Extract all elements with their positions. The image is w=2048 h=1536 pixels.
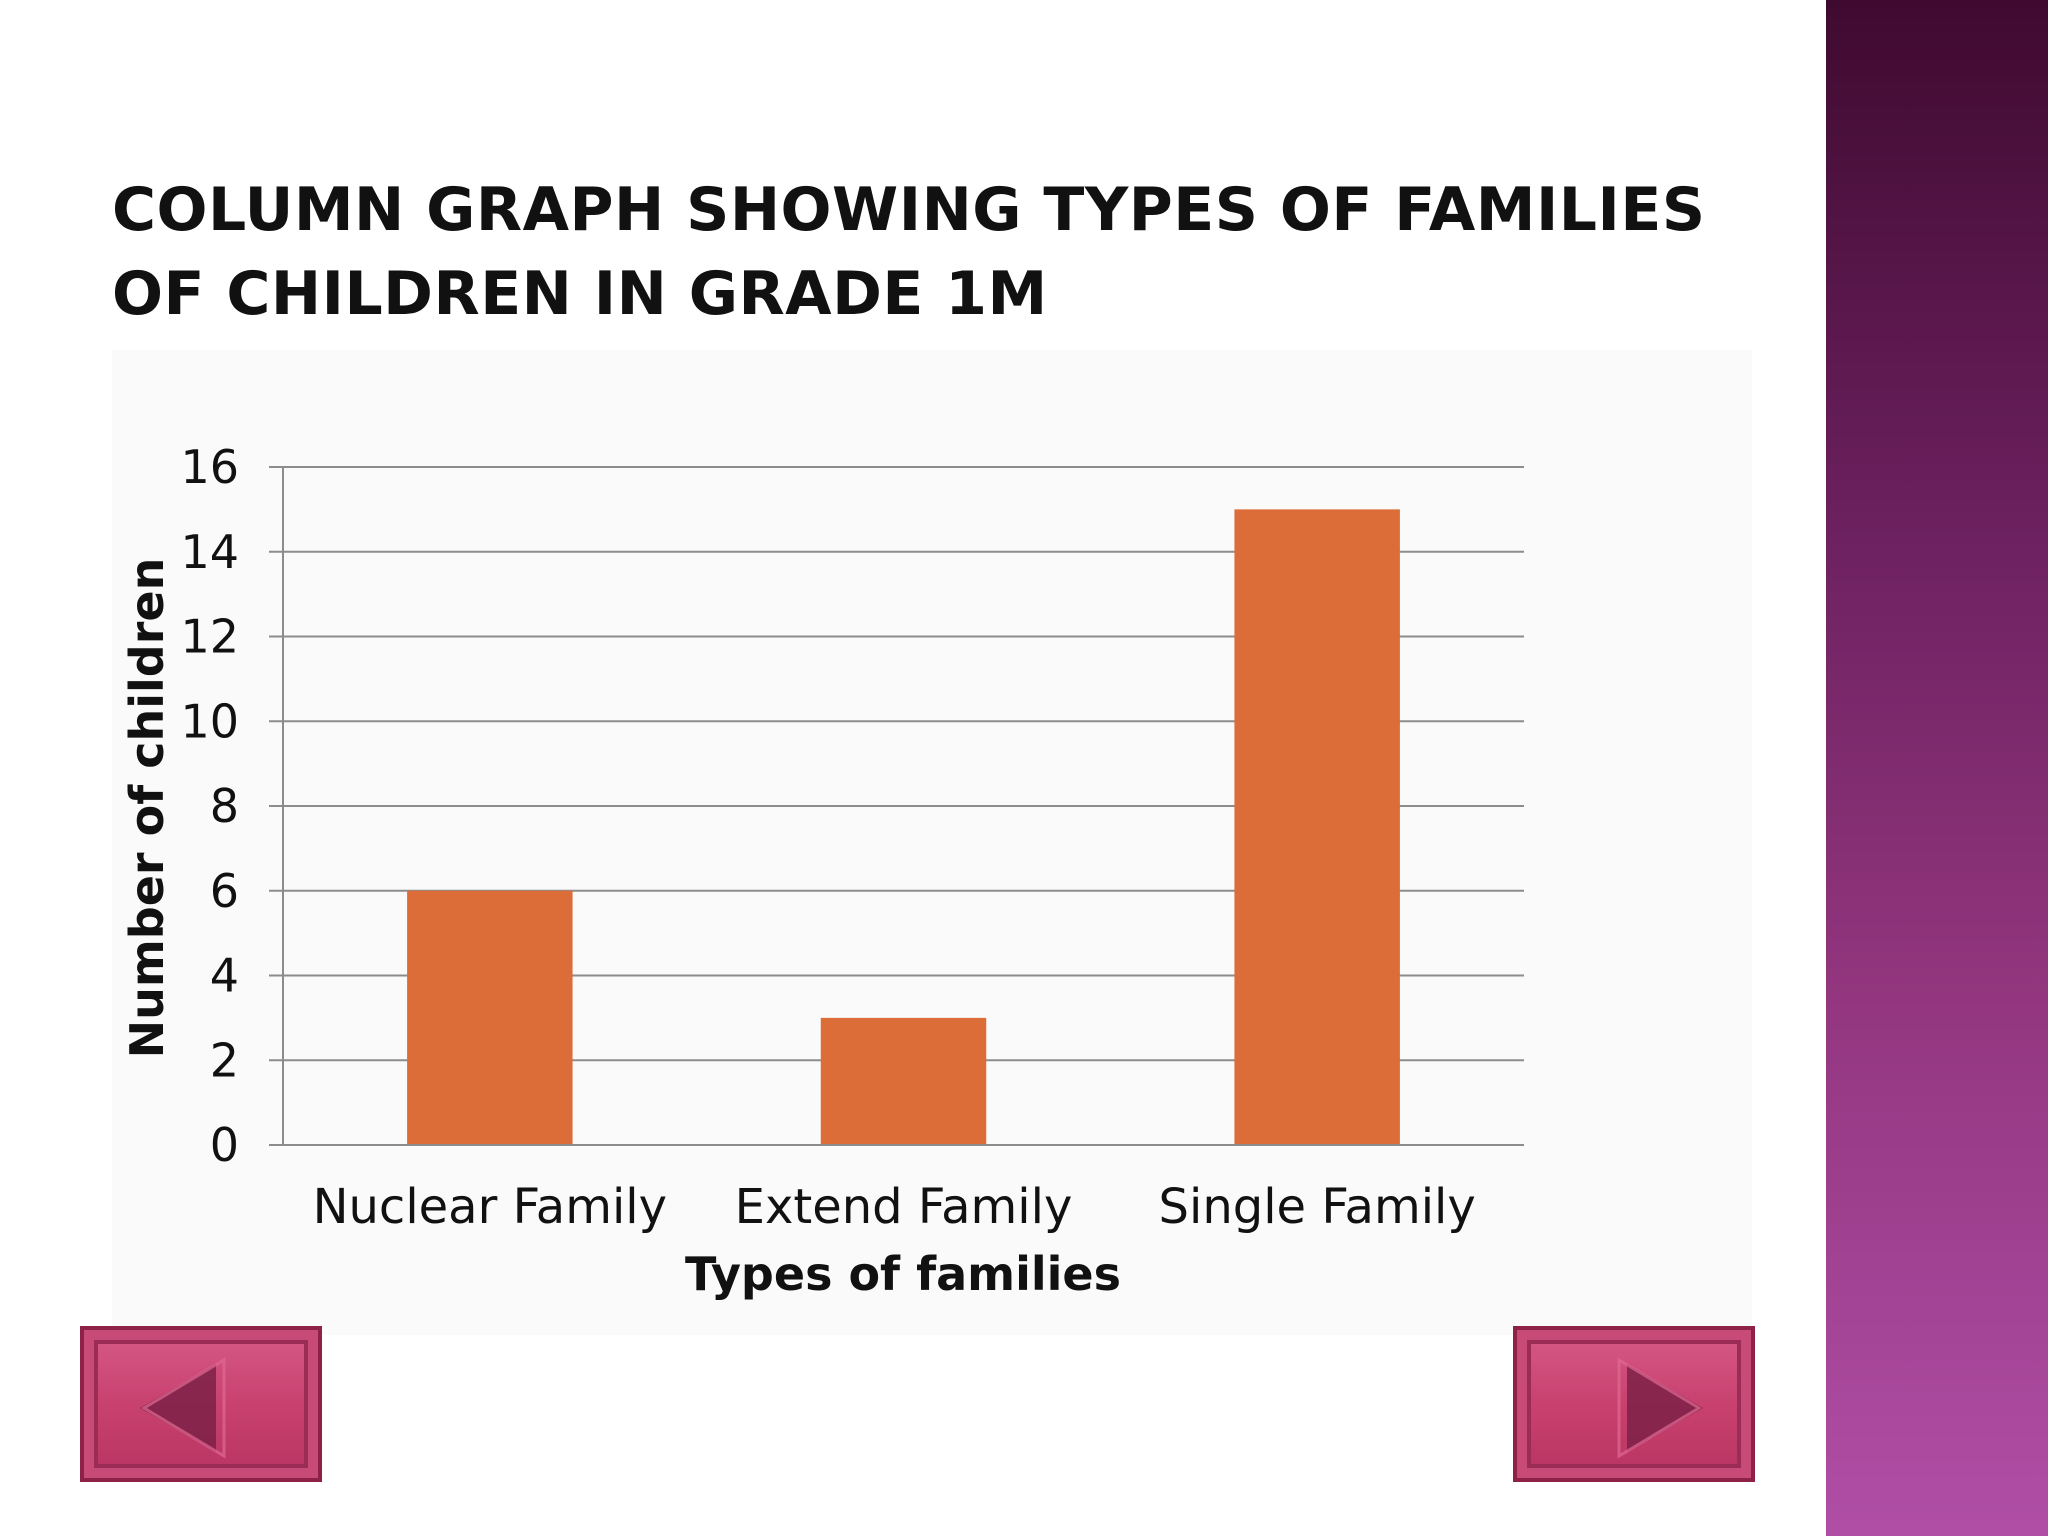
y-axis-title: Number of children <box>120 558 174 1059</box>
y-tick-label: 4 <box>210 949 239 1003</box>
x-tick-label: Single Family <box>1159 1179 1476 1235</box>
y-tick-label: 0 <box>210 1118 239 1172</box>
chart-area <box>112 350 1752 1335</box>
y-tick-label: 10 <box>180 694 239 748</box>
x-tick-label: Nuclear Family <box>313 1179 667 1235</box>
bars <box>407 509 1400 1145</box>
triangle-left-icon <box>140 1357 226 1459</box>
y-tick-label: 6 <box>210 864 239 918</box>
bar <box>407 890 573 1145</box>
decorative-side-bar <box>1826 0 2048 1536</box>
y-tick-label: 16 <box>180 440 239 494</box>
triangle-right-icon <box>1617 1357 1703 1459</box>
tick-labels: 0 2 4 6 8 10 12 14 16 Nuclear Family Extend Family… <box>180 440 1475 1235</box>
x-axis-title: Types of families <box>685 1247 1121 1301</box>
y-tick-label: 14 <box>180 525 239 579</box>
bar <box>820 1017 987 1145</box>
next-slide-button[interactable] <box>1513 1326 1755 1482</box>
axes <box>269 466 1524 1146</box>
column-chart: 0 2 4 6 8 10 12 14 16 Nuclear Family Extend Family… <box>120 440 1524 1301</box>
x-tick-label: Extend Family <box>735 1179 1073 1235</box>
previous-slide-button[interactable] <box>80 1326 322 1482</box>
y-tick-label: 2 <box>210 1033 239 1087</box>
y-tick-label: 8 <box>210 779 239 833</box>
bar <box>1234 509 1400 1145</box>
y-tick-label: 12 <box>180 610 239 664</box>
slide: COLUMN GRAPH SHOWING TYPES OF FAMILIES O… <box>80 175 1755 1482</box>
slide-title: COLUMN GRAPH SHOWING TYPES OF FAMILIES O… <box>112 175 1706 329</box>
